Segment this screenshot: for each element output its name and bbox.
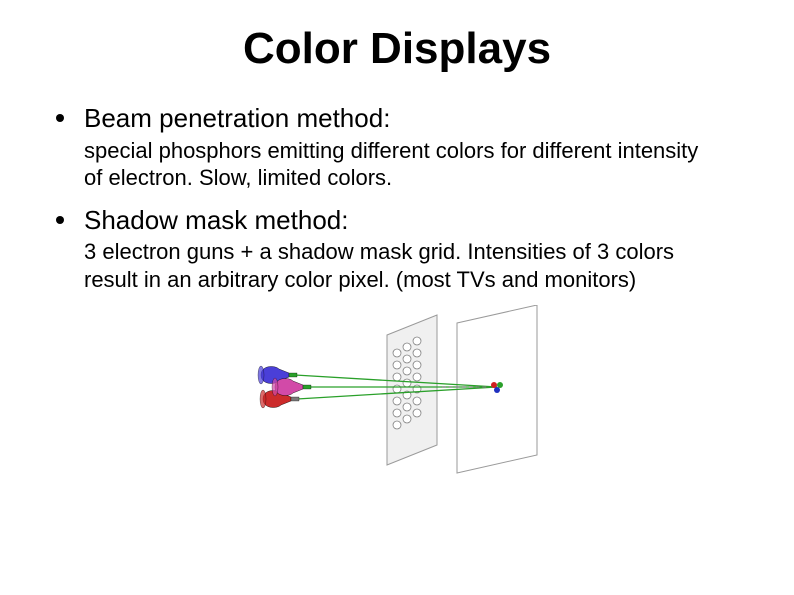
dot-green <box>497 382 503 388</box>
bullet-heading: Beam penetration method: <box>84 102 738 135</box>
mask-hole <box>413 409 421 417</box>
mask-hole <box>403 415 411 423</box>
dot-red <box>491 382 497 388</box>
mask-hole <box>393 373 401 381</box>
mask-hole <box>403 367 411 375</box>
mask-hole <box>393 409 401 417</box>
gun-barrel <box>291 397 299 401</box>
bullet-icon <box>56 114 64 122</box>
gun-green <box>272 378 311 396</box>
mask-hole <box>413 373 421 381</box>
bullet-heading: Shadow mask method: <box>84 204 738 237</box>
bullet-body: 3 electron guns + a shadow mask grid. In… <box>84 238 704 293</box>
shadow-mask-diagram <box>237 305 557 475</box>
mask-hole <box>413 361 421 369</box>
gun-rim <box>260 390 266 408</box>
bullet-icon <box>56 216 64 224</box>
diagram-container <box>56 305 738 475</box>
gun-barrel <box>303 385 311 389</box>
mask-hole <box>393 397 401 405</box>
list-item: Shadow mask method: 3 electron guns + a … <box>56 204 738 294</box>
gun-body <box>275 379 303 396</box>
mask-hole <box>403 343 411 351</box>
gun-barrel <box>289 373 297 377</box>
bullet-list: Beam penetration method: special phospho… <box>56 102 738 293</box>
slide-title: Color Displays <box>56 24 738 74</box>
mask-hole <box>403 403 411 411</box>
mask-hole <box>413 397 421 405</box>
mask-hole <box>413 349 421 357</box>
bullet-body: special phosphors emitting different col… <box>84 137 704 192</box>
mask-hole <box>393 361 401 369</box>
mask-hole <box>403 379 411 387</box>
mask-hole <box>403 355 411 363</box>
slide: Color Displays Beam penetration method: … <box>0 0 794 595</box>
mask-hole <box>393 349 401 357</box>
dot-blue <box>494 387 500 393</box>
list-item: Beam penetration method: special phospho… <box>56 102 738 192</box>
mask-hole <box>393 421 401 429</box>
gun-rim <box>258 366 264 384</box>
mask-hole <box>393 385 401 393</box>
mask-hole <box>413 337 421 345</box>
gun-rim <box>272 378 278 396</box>
